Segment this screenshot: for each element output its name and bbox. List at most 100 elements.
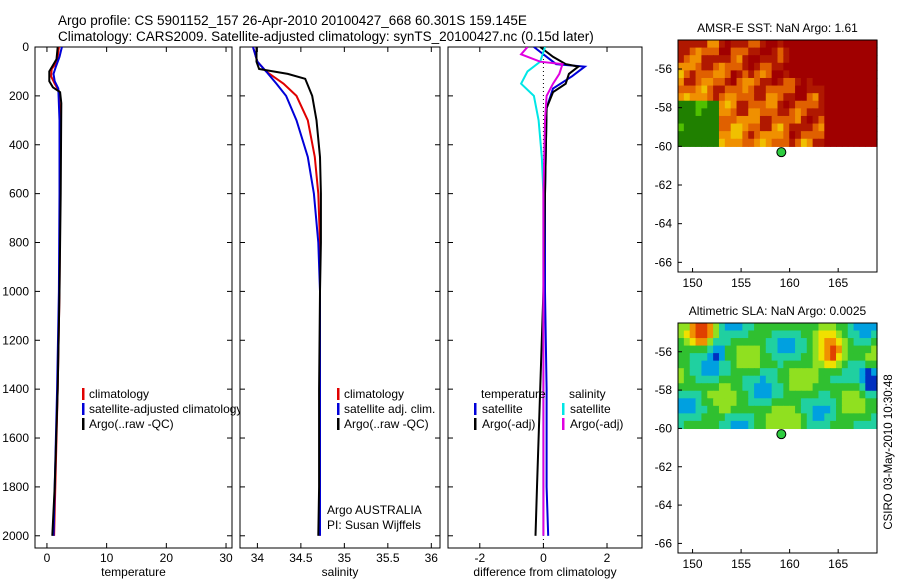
sla-map-cell <box>736 353 743 362</box>
sst-map-cell <box>853 55 861 64</box>
sst-map-cell <box>818 115 825 125</box>
sst-map-cell <box>824 100 831 109</box>
sst-map-cell <box>777 62 784 71</box>
sla-map-cell <box>824 405 831 414</box>
sst-map-cell <box>830 77 837 87</box>
sla-map-cell <box>748 338 755 347</box>
sla-map-cell <box>678 375 685 384</box>
sst-map-cell <box>789 40 796 49</box>
sla-map-cell <box>853 405 861 414</box>
sla-map-cell <box>689 413 697 422</box>
sst-map-cell <box>718 77 726 87</box>
sla-map-cell <box>765 360 773 369</box>
sla-map-cell <box>818 345 825 354</box>
sst-map-cell <box>777 77 784 87</box>
sla-map-cell <box>689 383 697 392</box>
sst-map-cell <box>865 70 872 79</box>
sla-map-cell <box>830 390 837 399</box>
sla-map-cell <box>812 353 820 362</box>
sst-map-cell <box>748 40 755 49</box>
x-tick-label: 34 <box>251 551 265 565</box>
sla-map-cell <box>765 383 773 392</box>
sla-map-cell <box>836 353 843 362</box>
sst-map-cell <box>713 70 720 79</box>
sla-map-cell <box>701 353 708 362</box>
legend-entry-label: Argo(..raw -QC) <box>344 417 429 431</box>
sst-map-cell <box>841 115 849 125</box>
sst-map-cell <box>689 77 697 87</box>
sst-map-cell <box>847 55 855 64</box>
sst-map-cell <box>841 100 849 109</box>
sla-map-cell <box>836 420 843 430</box>
sst-map-cell <box>824 138 831 147</box>
sst-map-cell <box>724 40 732 49</box>
sla-map-cell <box>695 330 703 339</box>
sla-map-cell <box>824 398 831 407</box>
sla-map-cell <box>859 398 866 407</box>
sla-map-cell <box>824 420 831 430</box>
sst-map-cell <box>847 47 855 56</box>
program-annotation: Argo AUSTRALIA <box>327 503 422 517</box>
sla-map-cell <box>800 338 808 347</box>
temperature-xlabel: temperature <box>101 565 166 579</box>
sst-map-cell <box>783 70 790 79</box>
x-tick-label: 0 <box>540 551 547 565</box>
sla-map-cell <box>777 338 784 347</box>
sla-map-cell <box>841 368 849 377</box>
sst-map-cell <box>759 138 767 147</box>
sst-map-cell <box>800 85 808 94</box>
legend-swatch <box>562 403 565 415</box>
sla-map-cell <box>718 353 726 362</box>
sst-map-cell <box>713 77 720 87</box>
sla-map-axes-border <box>677 322 878 554</box>
sst-map-cell <box>800 108 808 117</box>
sla-map-cell <box>759 390 767 399</box>
sla-map-cell <box>795 398 802 407</box>
sla-map-cell <box>765 375 773 384</box>
sst-map-cell <box>683 47 691 56</box>
sla-map-cell <box>783 323 790 332</box>
sst-map-cell <box>730 108 738 117</box>
sst-map-cell <box>765 108 773 117</box>
sla-map-cell <box>830 420 837 430</box>
sst-map-cell <box>824 77 831 87</box>
sst-map-cell <box>818 131 825 140</box>
sla-map-cell <box>678 345 685 354</box>
sla-map-cell <box>806 390 814 399</box>
sst-map-cell <box>771 131 779 140</box>
sst-map-cell <box>695 138 703 147</box>
sst-map-cell <box>818 70 825 79</box>
sla-map-cell <box>783 390 790 399</box>
sst-map-cell <box>748 70 755 79</box>
sla-map-cell <box>847 368 855 377</box>
sst-map-cell <box>742 70 749 79</box>
sst-map-cell <box>806 93 814 102</box>
sst-map-cell <box>683 131 691 140</box>
sla-map-cell <box>853 375 861 384</box>
y-tick-label: 400 <box>9 138 29 152</box>
sst-map-cell <box>777 93 784 102</box>
sst-map-cell <box>771 123 779 132</box>
sla-map-cell <box>724 420 732 430</box>
sla-map-cell <box>713 413 720 422</box>
sst-map-cell <box>730 100 738 109</box>
sla-map-cell <box>812 375 820 384</box>
sst-map-cell <box>865 100 872 109</box>
sst-map-cell <box>736 123 743 132</box>
sst-map-cell <box>730 70 738 79</box>
sla-map-cell <box>789 413 796 422</box>
sst-map-cell <box>865 115 872 125</box>
sla-map-cell <box>795 375 802 384</box>
sst-map-panel: AMSR-E SST: NaN Argo: 1.61 150 155 160 165 -5… <box>655 21 878 290</box>
legend-group-title: salinity <box>569 387 606 401</box>
sla-map-cell <box>800 420 808 430</box>
sla-map-cell <box>695 323 703 332</box>
sla-map-cell <box>836 323 843 332</box>
sla-map-cell <box>724 413 732 422</box>
sst-map-cell <box>847 93 855 102</box>
salinity-panel: 34 34.5 35 35.5 36 salinity climatologysatelli… <box>239 46 441 579</box>
sla-map-cell <box>836 398 843 407</box>
sst-map-cell <box>724 55 732 64</box>
x-tick-label: 150 <box>683 276 703 290</box>
sst-map-cell <box>713 123 720 132</box>
